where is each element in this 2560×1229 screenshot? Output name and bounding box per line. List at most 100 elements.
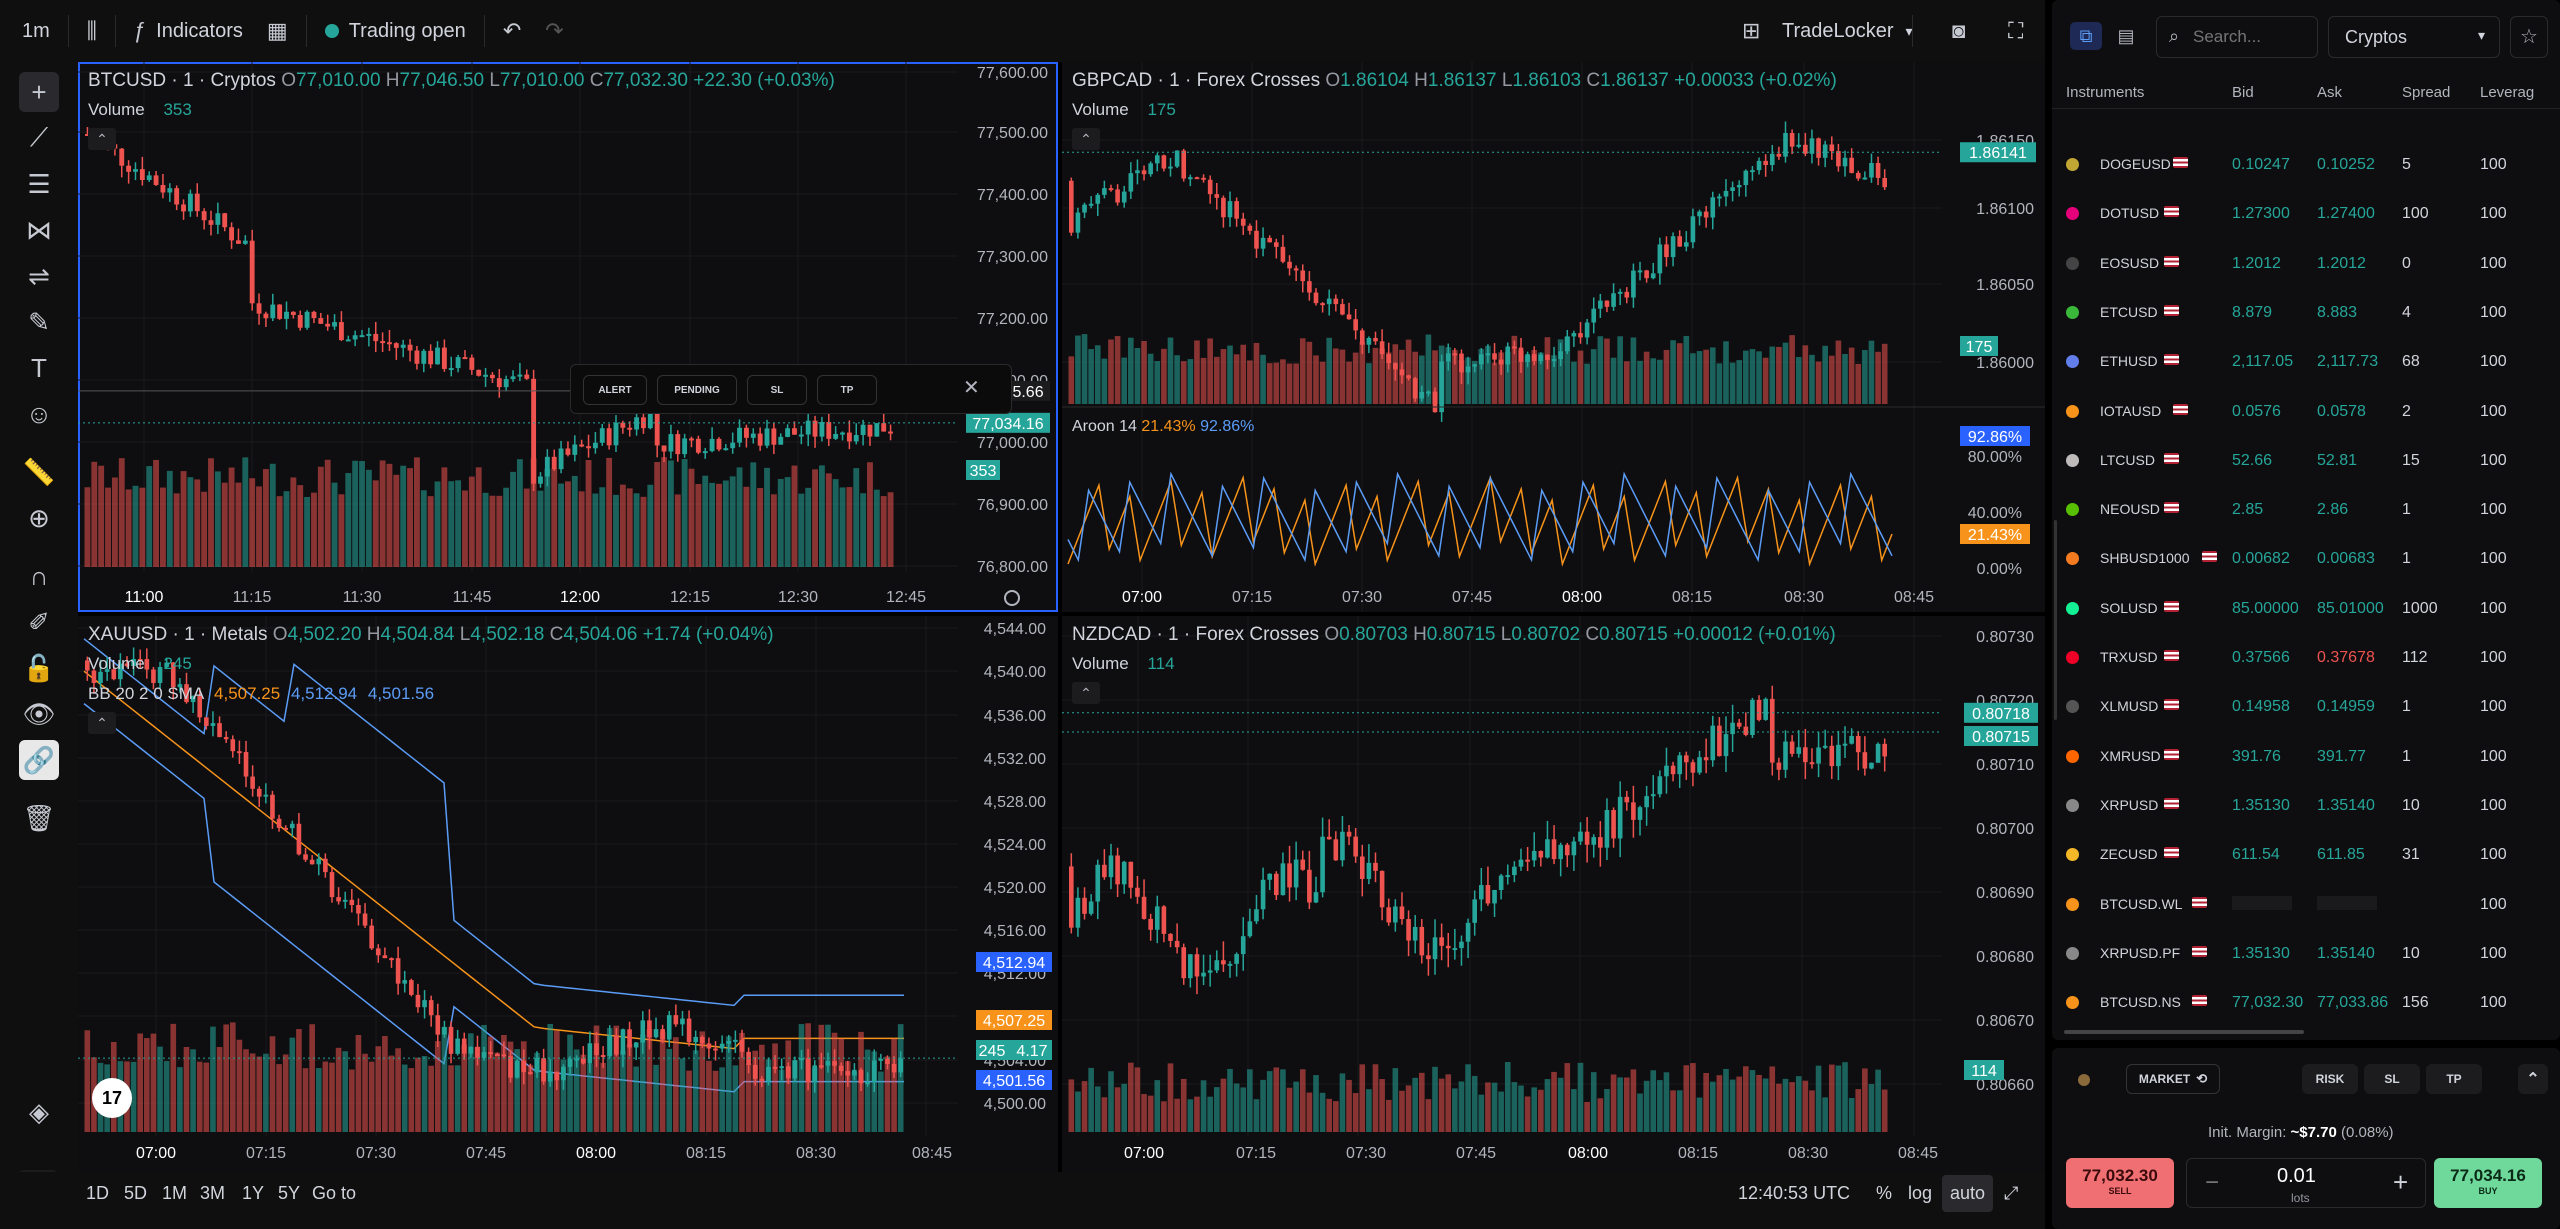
symbol-title[interactable]: GBPCAD · 1 · Forex Crosses bbox=[1072, 70, 1321, 91]
instrument-row[interactable]: BTCUSD.NS 77,032.30 77,033.86 156 100 bbox=[2052, 978, 2560, 1020]
ruler-icon[interactable]: 📏 bbox=[22, 456, 56, 487]
instrument-row[interactable]: EOSUSD 1.2012 1.2012 0 100 bbox=[2052, 239, 2560, 288]
list-view-icon[interactable]: ▤ bbox=[2117, 26, 2135, 46]
lots-value[interactable]: 0.01 bbox=[2277, 1165, 2316, 1187]
nzdcad-chart-canvas[interactable]: 0.807300.807200.807100.807000.806900.806… bbox=[1062, 616, 2045, 1172]
log-toggle[interactable]: log bbox=[1908, 1183, 1933, 1203]
expand-icon[interactable]: ⤢ bbox=[2004, 1183, 2019, 1203]
instrument-row[interactable]: NEOUSD 2.85 2.86 1 100 bbox=[2052, 485, 2560, 534]
search-box[interactable]: ⌕ bbox=[2156, 16, 2318, 58]
sl-button[interactable]: SL bbox=[2364, 1064, 2420, 1094]
layout-icon[interactable]: ⊞ bbox=[1742, 18, 1761, 43]
instrument-row[interactable]: ETHUSD 2,117.05 2,117.73 68 100 bbox=[2052, 337, 2560, 386]
favorites-star-icon[interactable]: ☆ bbox=[2510, 16, 2548, 58]
tradingview-logo[interactable]: 17 bbox=[92, 1078, 132, 1118]
instrument-row[interactable]: SHBUSD1000 0.00682 0.00683 1 100 bbox=[2052, 534, 2560, 583]
range-3m[interactable]: 3M bbox=[200, 1183, 226, 1203]
chart-pane-nzdcad[interactable]: 0.80730 0.80720 0.80710 0.80700 0.80690 0.806… bbox=[1062, 616, 2045, 1172]
instrument-row[interactable]: SOLUSD 85.00000 85.01000 1000 100 bbox=[2052, 584, 2560, 633]
pending-button[interactable]: PENDING bbox=[657, 375, 737, 405]
tp-button[interactable]: TP bbox=[2426, 1064, 2482, 1094]
instrument-row[interactable]: XRPUSD 1.35130 1.35140 10 100 bbox=[2052, 781, 2560, 830]
instrument-row[interactable]: XRPUSD.PF 1.35130 1.35140 10 100 bbox=[2052, 929, 2560, 978]
close-icon[interactable]: ✕ bbox=[963, 377, 980, 399]
gbpcad-chart-canvas[interactable]: 1.861501.861001.860501.860001.8614117580… bbox=[1062, 62, 2045, 612]
symbol-title[interactable]: BTCUSD · 1 · Cryptos bbox=[88, 70, 276, 91]
market-button[interactable]: MARKET ⟲ bbox=[2126, 1064, 2220, 1094]
collapse-legend-button[interactable]: ⌃ bbox=[88, 712, 116, 734]
instrument-row[interactable]: DOGEUSD 0.10247 0.10252 5 100 bbox=[2052, 140, 2560, 189]
position-icon[interactable]: ⇌ bbox=[28, 260, 50, 291]
camera-icon[interactable]: ◙ bbox=[1952, 18, 1966, 43]
risk-button[interactable]: RISK bbox=[2302, 1064, 2358, 1094]
symbol-title[interactable]: NZDCAD · 1 · Forex Crosses bbox=[1072, 624, 1320, 645]
alert-button[interactable]: ALERT bbox=[583, 375, 647, 405]
emoji-icon[interactable]: ☺ bbox=[25, 398, 53, 429]
chart-pane-xauusd[interactable]: 4,544.00 4,540.00 4,536.00 4,532.00 4,528.00… bbox=[78, 616, 1058, 1172]
link-icon[interactable]: 🔗 bbox=[19, 740, 59, 780]
crosshair-icon[interactable]: + bbox=[19, 72, 59, 112]
chart-view-icon[interactable]: ⧉ bbox=[2070, 22, 2102, 50]
lock-icon[interactable]: 🔓 bbox=[22, 652, 56, 683]
instrument-row[interactable]: XMRUSD 391.76 391.77 1 100 bbox=[2052, 732, 2560, 781]
col-leverage[interactable]: Leverag bbox=[2480, 84, 2535, 101]
xauusd-chart-canvas[interactable]: 4,544.00 4,540.00 4,536.00 4,532.00 4,528.00… bbox=[78, 616, 1058, 1172]
instrument-row[interactable]: ETCUSD 8.879 8.883 4 100 bbox=[2052, 288, 2560, 337]
symbol-title[interactable]: XAUUSD · 1 · Metals bbox=[88, 624, 268, 645]
fib-icon[interactable]: ☰ bbox=[27, 168, 51, 199]
layers-icon[interactable]: ◈ bbox=[29, 1096, 49, 1127]
chart-type-icon[interactable]: ⫼ bbox=[86, 18, 97, 43]
fullscreen-icon[interactable]: ⛶ bbox=[2008, 18, 2024, 43]
instrument-row[interactable]: LTCUSD 52.66 52.81 15 100 bbox=[2052, 436, 2560, 485]
search-input[interactable] bbox=[2193, 25, 2313, 49]
eye-icon[interactable]: 👁 bbox=[22, 698, 56, 729]
sell-button[interactable]: 77,032.30 SELL bbox=[2066, 1158, 2174, 1208]
instrument-row[interactable]: BTCUSD.WL 100 bbox=[2052, 880, 2560, 929]
goto-button[interactable]: Go to bbox=[312, 1183, 357, 1203]
col-ask[interactable]: Ask bbox=[2317, 84, 2343, 101]
trash-icon[interactable]: 🗑 bbox=[22, 802, 56, 833]
templates-icon[interactable]: ▦ bbox=[266, 18, 288, 43]
btcusd-price-axis[interactable] bbox=[958, 62, 1058, 612]
sl-button[interactable]: SL bbox=[747, 375, 807, 405]
range-5d[interactable]: 5D bbox=[124, 1183, 148, 1203]
auto-toggle[interactable]: auto bbox=[1942, 1175, 1994, 1212]
collapse-legend-button[interactable]: ⌃ bbox=[1072, 128, 1100, 150]
instrument-row[interactable]: ZECUSD 611.54 611.85 31 100 bbox=[2052, 830, 2560, 879]
range-1d[interactable]: 1D bbox=[86, 1183, 110, 1203]
lock-drawing-icon[interactable]: ✐ bbox=[28, 606, 50, 637]
brush-icon[interactable]: ✎ bbox=[28, 306, 50, 337]
pattern-icon[interactable]: ⋈ bbox=[26, 214, 52, 245]
range-5y[interactable]: 5Y bbox=[278, 1183, 301, 1203]
category-select[interactable]: Cryptos ▾ bbox=[2328, 16, 2500, 58]
instrument-row[interactable]: XLMUSD 0.14958 0.14959 1 100 bbox=[2052, 682, 2560, 731]
indicators-button[interactable]: ƒ Indicators bbox=[122, 0, 255, 62]
magnet-icon[interactable]: ∩ bbox=[29, 560, 49, 591]
instrument-row[interactable]: TRXUSD 0.37566 0.37678 112 100 bbox=[2052, 633, 2560, 682]
instrument-row[interactable]: DOTUSD 1.27300 1.27400 100 100 bbox=[2052, 189, 2560, 238]
text-icon[interactable]: T bbox=[31, 352, 47, 383]
undo-icon[interactable]: ↶ bbox=[502, 18, 522, 43]
redo-icon[interactable]: ↷ bbox=[545, 18, 564, 43]
plus-icon[interactable]: + bbox=[2393, 1167, 2409, 1197]
trendline-icon[interactable]: ⟋ bbox=[29, 122, 49, 152]
chart-pane-gbpcad[interactable]: 1.86150 1.86100 1.86050 1.86000 1.86141 175 80… bbox=[1062, 62, 2045, 612]
zoom-icon[interactable]: ⊕ bbox=[28, 502, 50, 533]
col-bid[interactable]: Bid bbox=[2232, 84, 2254, 101]
buy-button[interactable]: 77,034.16 BUY bbox=[2434, 1158, 2542, 1208]
collapse-order-button[interactable]: ⌃ bbox=[2518, 1064, 2548, 1094]
btcusd-chart-canvas[interactable]: 77,600.00 77,500.00 77,400.00 77,300.00 77,2… bbox=[78, 62, 1058, 612]
lots-stepper[interactable]: − 0.01 lots + bbox=[2186, 1158, 2426, 1208]
minus-icon[interactable]: − bbox=[2205, 1169, 2220, 1196]
clock[interactable]: 12:40:53 UTC bbox=[1738, 1183, 1851, 1203]
collapse-legend-button[interactable]: ⌃ bbox=[88, 128, 116, 150]
trading-status[interactable]: Trading open bbox=[313, 0, 478, 62]
instrument-row[interactable]: IOTAUSD 0.0576 0.0578 2 100 bbox=[2052, 387, 2560, 436]
collapse-legend-button[interactable]: ⌃ bbox=[1072, 682, 1100, 704]
percent-toggle[interactable]: % bbox=[1876, 1183, 1893, 1203]
horizontal-scrollbar[interactable] bbox=[2064, 1030, 2304, 1034]
timeframe-button[interactable]: 1m bbox=[22, 19, 50, 42]
vertical-scrollbar[interactable] bbox=[2054, 520, 2057, 720]
col-spread[interactable]: Spread bbox=[2402, 84, 2451, 101]
chart-pane-btcusd[interactable]: 77,600.00 77,500.00 77,400.00 77,300.00 77,2… bbox=[78, 62, 1058, 612]
